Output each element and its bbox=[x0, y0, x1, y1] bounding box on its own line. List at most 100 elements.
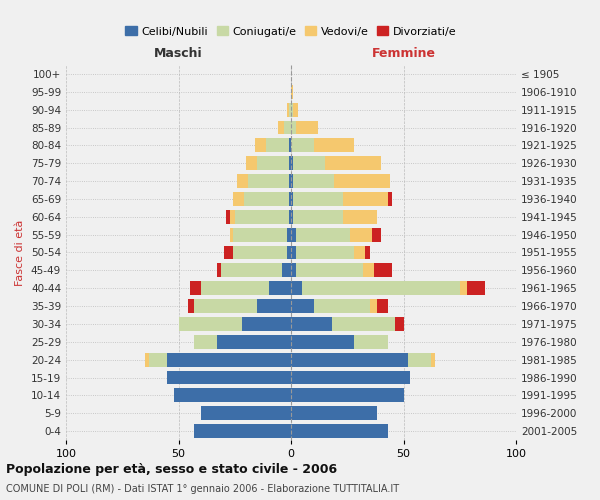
Bar bbox=[244, 192, 289, 206]
Bar bbox=[230, 210, 235, 224]
Bar bbox=[201, 281, 269, 295]
Bar bbox=[179, 317, 241, 331]
Bar bbox=[241, 317, 291, 331]
Bar bbox=[233, 192, 244, 206]
Bar bbox=[325, 156, 381, 170]
Bar bbox=[194, 335, 217, 349]
Bar bbox=[291, 210, 293, 224]
Bar bbox=[237, 174, 248, 188]
Bar bbox=[354, 246, 365, 260]
Bar bbox=[291, 120, 296, 134]
Bar bbox=[284, 120, 291, 134]
Bar bbox=[287, 228, 291, 241]
Bar bbox=[363, 264, 374, 278]
Bar bbox=[291, 388, 404, 402]
Bar bbox=[291, 228, 296, 241]
Y-axis label: Anni di nascita: Anni di nascita bbox=[597, 211, 600, 294]
Bar bbox=[314, 138, 354, 152]
Bar bbox=[287, 102, 289, 117]
Bar bbox=[296, 120, 318, 134]
Bar bbox=[221, 264, 282, 278]
Bar bbox=[190, 281, 201, 295]
Bar bbox=[194, 424, 291, 438]
Bar bbox=[289, 192, 291, 206]
Bar bbox=[291, 299, 314, 313]
Bar bbox=[291, 246, 296, 260]
Bar bbox=[235, 210, 289, 224]
Legend: Celibi/Nubili, Coniugati/e, Vedovi/e, Divorziati/e: Celibi/Nubili, Coniugati/e, Vedovi/e, Di… bbox=[121, 22, 461, 41]
Bar bbox=[388, 192, 392, 206]
Bar bbox=[174, 388, 291, 402]
Text: COMUNE DI POLI (RM) - Dati ISTAT 1° gennaio 2006 - Elaborazione TUTTITALIA.IT: COMUNE DI POLI (RM) - Dati ISTAT 1° genn… bbox=[6, 484, 399, 494]
Bar bbox=[289, 138, 291, 152]
Bar bbox=[291, 264, 296, 278]
Bar bbox=[149, 352, 167, 366]
Bar bbox=[291, 406, 377, 420]
Bar bbox=[349, 228, 372, 241]
Bar bbox=[291, 138, 314, 152]
Bar bbox=[293, 102, 298, 117]
Bar bbox=[257, 156, 289, 170]
Bar bbox=[291, 192, 293, 206]
Bar bbox=[343, 210, 377, 224]
Bar bbox=[291, 370, 410, 384]
Bar bbox=[296, 228, 349, 241]
Text: Popolazione per età, sesso e stato civile - 2006: Popolazione per età, sesso e stato civil… bbox=[6, 462, 337, 475]
Bar bbox=[293, 174, 334, 188]
Bar bbox=[314, 299, 370, 313]
Bar bbox=[289, 174, 291, 188]
Bar bbox=[431, 352, 435, 366]
Bar bbox=[145, 352, 149, 366]
Bar bbox=[233, 246, 287, 260]
Bar bbox=[223, 246, 233, 260]
Bar bbox=[277, 120, 284, 134]
Bar bbox=[266, 138, 289, 152]
Bar bbox=[187, 299, 194, 313]
Bar bbox=[291, 102, 293, 117]
Bar bbox=[377, 299, 388, 313]
Bar bbox=[334, 174, 390, 188]
Bar bbox=[291, 174, 293, 188]
Bar bbox=[289, 156, 291, 170]
Bar bbox=[467, 281, 485, 295]
Bar bbox=[248, 174, 289, 188]
Text: Maschi: Maschi bbox=[154, 46, 203, 60]
Bar bbox=[291, 317, 331, 331]
Bar bbox=[331, 317, 395, 331]
Bar bbox=[226, 210, 230, 224]
Bar bbox=[230, 228, 233, 241]
Bar bbox=[289, 102, 291, 117]
Bar bbox=[255, 138, 266, 152]
Bar bbox=[395, 317, 404, 331]
Bar bbox=[291, 335, 354, 349]
Bar bbox=[201, 406, 291, 420]
Bar bbox=[354, 335, 388, 349]
Bar bbox=[287, 246, 291, 260]
Bar bbox=[217, 335, 291, 349]
Bar bbox=[291, 352, 408, 366]
Bar bbox=[460, 281, 467, 295]
Bar bbox=[408, 352, 431, 366]
Bar bbox=[291, 424, 388, 438]
Text: Femmine: Femmine bbox=[371, 46, 436, 60]
Bar bbox=[291, 281, 302, 295]
Bar bbox=[372, 228, 381, 241]
Bar bbox=[296, 246, 354, 260]
Bar bbox=[293, 210, 343, 224]
Bar bbox=[257, 299, 291, 313]
Bar bbox=[217, 264, 221, 278]
Bar bbox=[302, 281, 460, 295]
Bar bbox=[246, 156, 257, 170]
Bar bbox=[343, 192, 388, 206]
Bar bbox=[269, 281, 291, 295]
Bar bbox=[167, 370, 291, 384]
Bar bbox=[370, 299, 377, 313]
Bar bbox=[233, 228, 287, 241]
Bar bbox=[365, 246, 370, 260]
Bar bbox=[289, 210, 291, 224]
Bar bbox=[194, 299, 257, 313]
Bar bbox=[291, 156, 293, 170]
Bar bbox=[374, 264, 392, 278]
Bar bbox=[293, 192, 343, 206]
Bar bbox=[167, 352, 291, 366]
